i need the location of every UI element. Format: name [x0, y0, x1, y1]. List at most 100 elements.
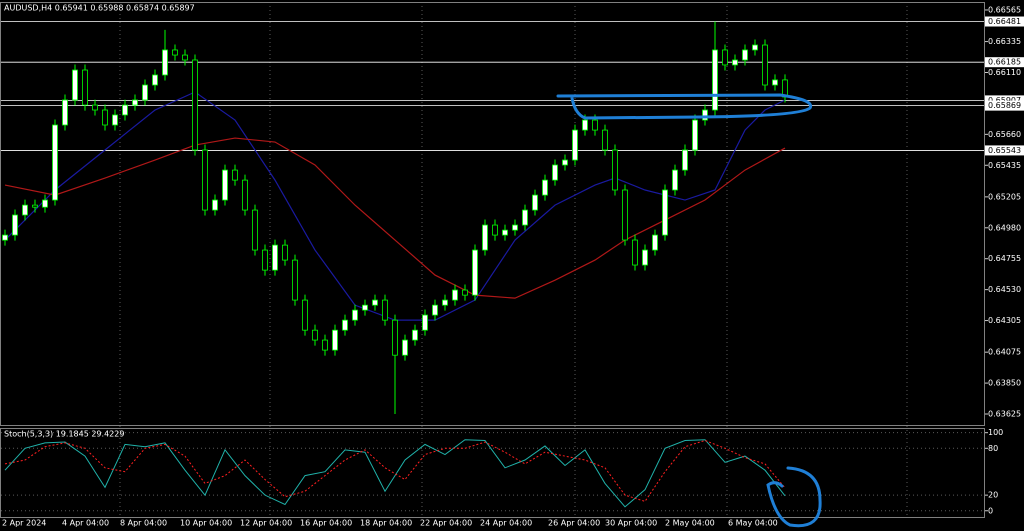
candle-body: [482, 224, 488, 251]
candle-body: [392, 319, 398, 356]
x-tick-label: 24 Apr 04:00: [480, 519, 532, 528]
moving-average: [4, 137, 786, 299]
hand-drawn-loop: [766, 466, 822, 528]
candle-body: [602, 129, 608, 151]
level-label: 0.65869: [988, 101, 1021, 110]
candle-body: [742, 49, 748, 61]
annotations: [556, 93, 822, 528]
x-tick-label: 8 Apr 04:00: [120, 519, 167, 528]
candle-body: [322, 339, 328, 351]
candle-body: [632, 239, 638, 266]
candle-body: [102, 109, 108, 126]
y-tick-label: 0.65205: [988, 192, 1021, 201]
y-tick-label: 0.64755: [988, 254, 1021, 263]
candle-body: [312, 329, 318, 341]
candle-body: [272, 244, 278, 271]
level-label: 0.66185: [988, 58, 1021, 67]
candle-body: [142, 84, 148, 101]
candle-body: [32, 204, 38, 208]
x-tick-label: 12 Apr 04:00: [240, 519, 292, 528]
y-tick-label: 0.64980: [988, 223, 1021, 232]
candle-body: [712, 49, 718, 111]
y-tick-label: 80: [988, 444, 998, 453]
candle-body: [542, 179, 548, 196]
candle-body: [772, 79, 778, 86]
x-tick-label: 16 Apr 04:00: [300, 519, 352, 528]
level-label: 0.65543: [988, 146, 1021, 155]
candle-body: [42, 199, 48, 208]
candle-body: [762, 44, 768, 86]
candle-body: [462, 289, 468, 296]
x-tick-label: 22 Apr 04:00: [420, 519, 472, 528]
level-label-bg: [985, 16, 1024, 27]
x-tick-label: 6 May 04:00: [728, 519, 778, 528]
candle-body: [492, 224, 498, 236]
candle-body: [182, 54, 188, 61]
candle-body: [352, 309, 358, 321]
candle-body: [672, 169, 678, 191]
y-tick-label: 0.66335: [988, 37, 1021, 46]
candle-body: [452, 289, 458, 301]
candle-body: [212, 199, 218, 211]
candle-body: [122, 104, 128, 116]
stoch-line: [4, 439, 786, 502]
candle-body: [252, 209, 258, 251]
candle-body: [362, 304, 368, 311]
chart-title: AUDUSD,H4 0.65941 0.65988 0.65874 0.6589…: [4, 4, 195, 13]
candle-body: [752, 44, 758, 51]
y-tick-label: 0.64530: [988, 285, 1021, 294]
y-tick-label: 0.64075: [988, 348, 1021, 357]
x-tick-label: 4 Apr 04:00: [62, 519, 109, 528]
candle-body: [302, 299, 308, 331]
y-tick-label: 0.65435: [988, 161, 1021, 170]
candle-body: [402, 339, 408, 356]
candle-body: [702, 109, 708, 121]
candle-body: [242, 179, 248, 211]
candle-body: [72, 69, 78, 101]
level-label-bg: [985, 100, 1024, 111]
candle-body: [442, 299, 448, 306]
stoch-line: [4, 439, 786, 508]
candle-body: [282, 244, 288, 261]
candle-body: [152, 74, 158, 86]
candle-body: [572, 129, 578, 161]
candle-body: [172, 49, 178, 56]
candle-body: [162, 49, 168, 76]
candle-body: [232, 169, 238, 181]
level-label: 0.66481: [988, 17, 1021, 26]
level-label-bg: [985, 95, 1024, 106]
candle-body: [202, 149, 208, 211]
candle-body: [372, 299, 378, 306]
candle-body: [82, 69, 88, 106]
candle-body: [722, 49, 728, 66]
candle-body: [112, 114, 118, 126]
y-tick-label: 0.64305: [988, 316, 1021, 325]
stoch-title: Stoch(5,3,3) 19.1845 29.4229: [4, 430, 124, 439]
candle-body: [692, 119, 698, 151]
y-tick-label: 0.66110: [988, 68, 1021, 77]
candle-body: [532, 194, 538, 211]
candle-body: [132, 99, 138, 106]
level-label-bg: [985, 145, 1024, 156]
candle-body: [192, 59, 198, 151]
main-pane-border: [0, 2, 985, 426]
candle-body: [612, 149, 618, 191]
candle-body: [92, 104, 98, 111]
level-label-bg: [985, 57, 1024, 68]
candle-body: [432, 304, 438, 316]
y-tick-label: 0.63625: [988, 410, 1021, 419]
x-tick-label: 2 May 04:00: [665, 519, 715, 528]
y-tick-label: 0.65660: [988, 130, 1021, 139]
candle-body: [522, 209, 528, 226]
candle-body: [552, 164, 558, 181]
candle-body: [562, 159, 568, 166]
candle-body: [222, 169, 228, 201]
y-tick-label: 100: [988, 428, 1003, 437]
x-tick-label: 30 Apr 04:00: [605, 519, 657, 528]
x-tick-label: 2 Apr 2024: [2, 519, 46, 528]
candle-body: [262, 249, 268, 271]
x-tick-label: 26 Apr 04:00: [548, 519, 600, 528]
candle-body: [472, 249, 478, 296]
